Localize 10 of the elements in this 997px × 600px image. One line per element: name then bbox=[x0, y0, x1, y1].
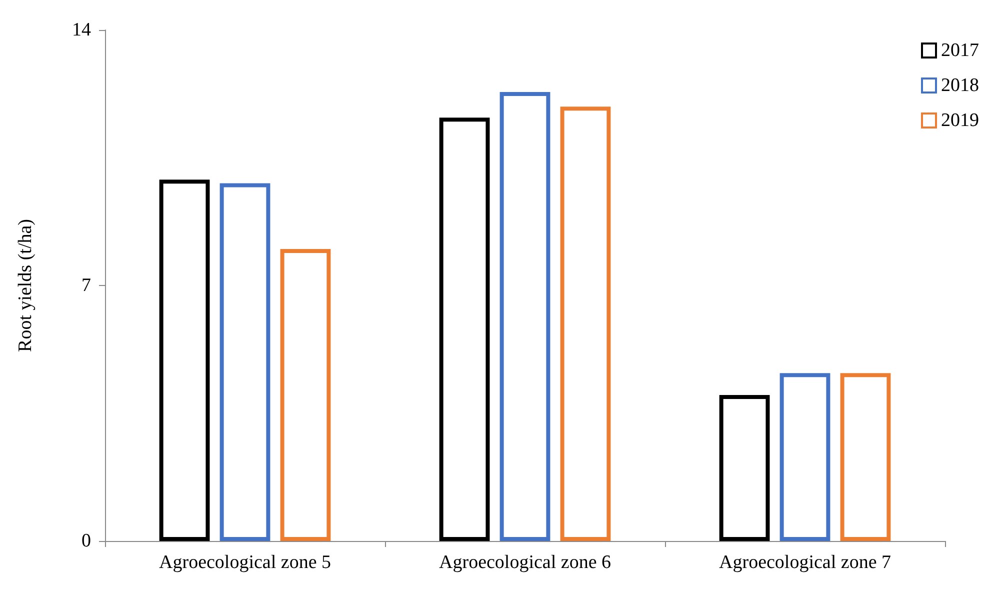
legend-label: 2018 bbox=[941, 75, 979, 96]
y-tick-label: 7 bbox=[82, 275, 91, 296]
legend-label: 2019 bbox=[941, 110, 979, 131]
legend-label: 2017 bbox=[941, 40, 979, 61]
x-tick-label: Agroecological zone 7 bbox=[719, 552, 891, 573]
y-axis-title: Root yields (t/ha) bbox=[15, 219, 36, 352]
x-tick-label: Agroecological zone 5 bbox=[159, 552, 331, 573]
y-tick-label: 0 bbox=[82, 530, 91, 552]
x-tick-label: Agroecological zone 6 bbox=[439, 552, 611, 573]
y-tick-label: 14 bbox=[72, 20, 92, 40]
